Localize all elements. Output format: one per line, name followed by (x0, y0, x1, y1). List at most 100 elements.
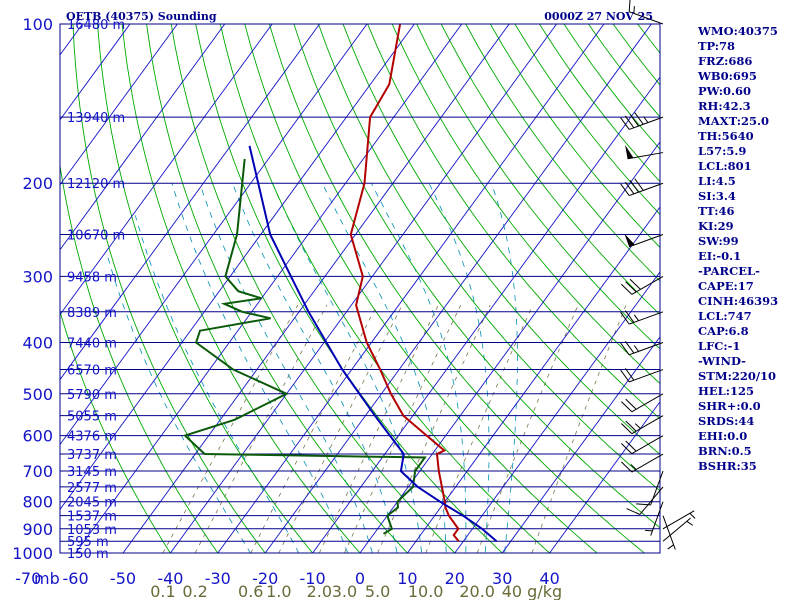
mixing-ratio-label: 5.0 (365, 582, 390, 600)
dry-adiabat (342, 24, 660, 456)
isotherm (312, 76, 660, 553)
isotherm (60, 24, 320, 381)
temperature-tick-label: -40 (157, 569, 183, 588)
wind-barb (621, 453, 664, 473)
index-line: -WIND- (698, 354, 746, 368)
sounding-time: 0000Z 27 NOV 25 (544, 10, 653, 23)
wind-barb (620, 310, 664, 325)
dry-adiabat (244, 24, 598, 553)
height-label: 5790 m (67, 388, 117, 403)
wind-barb (621, 435, 664, 455)
pressure-label: 100 (22, 15, 53, 34)
wind-barb (645, 501, 664, 536)
sounding-lines (183, 24, 498, 542)
mixing-ratio-label: 1.0 (266, 582, 291, 600)
isotherm (60, 24, 273, 316)
index-line: STM:220/10 (698, 369, 776, 383)
index-line: SRDS:44 (698, 414, 754, 428)
isotherm (60, 24, 368, 446)
isotherm (549, 401, 660, 553)
height-label: 8389 m (67, 306, 117, 321)
height-label: 12120 m (67, 177, 125, 192)
wind-barb (662, 517, 694, 542)
station-title: OETB (40375) Sounding (66, 10, 217, 23)
mixing-ratio-label: 0.2 (182, 582, 207, 600)
moist-adiabat (171, 183, 349, 553)
temperature-tick-label: 0 (355, 569, 365, 588)
mixing-ratio-line (531, 305, 627, 553)
height-label: 150 m (67, 547, 109, 562)
index-line: SHR+:0.0 (698, 399, 761, 413)
wind-barb (628, 0, 664, 25)
height-label: 13940 m (67, 111, 125, 126)
mixing-ratio-label: 2.0 (307, 582, 332, 600)
wind-barb (662, 515, 676, 550)
temperature-tick-label: 20 (445, 569, 465, 588)
isotherm (60, 24, 131, 121)
index-line: CAP:6.8 (698, 324, 749, 338)
isotherm (75, 24, 463, 553)
height-label: 16480 m (67, 18, 125, 33)
temperature-tick-label: -20 (252, 569, 278, 588)
wind-barb (621, 393, 664, 413)
wind-barb (620, 341, 664, 356)
temperature-line (349, 24, 460, 542)
index-line: L57:5.9 (698, 144, 746, 158)
temperature-tick-label: 40 (539, 569, 559, 588)
parcel-line (248, 145, 498, 542)
mixing-ratio-line (250, 305, 378, 553)
height-label: 10670 m (67, 229, 125, 244)
index-line: TP:78 (698, 39, 735, 53)
dry-adiabat (60, 162, 219, 553)
pressure-label: 1000 (12, 544, 53, 563)
dry-adiabat (489, 24, 660, 249)
dry-adiabat (416, 24, 660, 350)
dry-adiabat (72, 24, 266, 553)
index-line: KI:29 (698, 219, 734, 233)
wind-barbs (620, 0, 696, 550)
height-label: 9458 m (67, 270, 117, 285)
dry-adiabat (268, 24, 646, 553)
pressure-label: 600 (22, 427, 53, 446)
index-line: WMO:40375 (697, 24, 778, 38)
dry-adiabat (391, 24, 660, 385)
dry-adiabat (146, 24, 409, 553)
moist-adiabat (232, 183, 398, 553)
mixing-ratio-label: 40 g/kg (502, 582, 562, 600)
wind-barb (621, 275, 664, 295)
index-line: CINH:46393 (698, 294, 778, 308)
height-label: 1053 m (67, 523, 117, 538)
isotherm (454, 271, 660, 553)
wind-barb (621, 415, 664, 435)
index-line: -PARCEL- (698, 264, 760, 278)
mixing-ratio-label: 0.6 (238, 582, 263, 600)
index-line: LCL:747 (698, 309, 752, 323)
dry-adiabat (465, 24, 660, 282)
index-line: MAXT:25.0 (698, 114, 769, 128)
pressure-label: 500 (22, 385, 53, 404)
temperature-tick-label: -30 (205, 569, 231, 588)
pressure-label: 800 (22, 493, 53, 512)
moist-adiabat (272, 183, 423, 553)
temperature-tick-label: -10 (300, 569, 326, 588)
mixing-ratio-label: 0.1 (150, 582, 175, 600)
isotherm (359, 141, 660, 553)
isotherm (217, 24, 605, 553)
index-line: LFC:-1 (698, 339, 740, 353)
height-label: 1537 m (67, 510, 117, 525)
height-label: 3737 m (67, 448, 117, 463)
dry-adiabat (195, 24, 503, 553)
mixing-ratio-label: 10.0 (408, 582, 444, 600)
pressure-label: 900 (22, 520, 53, 539)
wind-barb (625, 145, 664, 160)
pressure-label: 300 (22, 267, 53, 286)
index-line: EI:-0.1 (698, 249, 741, 263)
height-label: 4376 m (67, 430, 117, 445)
index-line: BSHR:35 (698, 459, 757, 473)
dry-adiabat (219, 24, 551, 553)
pressure-label: 700 (22, 462, 53, 481)
height-label: 2577 m (67, 481, 117, 496)
height-label: 2045 m (67, 496, 117, 511)
